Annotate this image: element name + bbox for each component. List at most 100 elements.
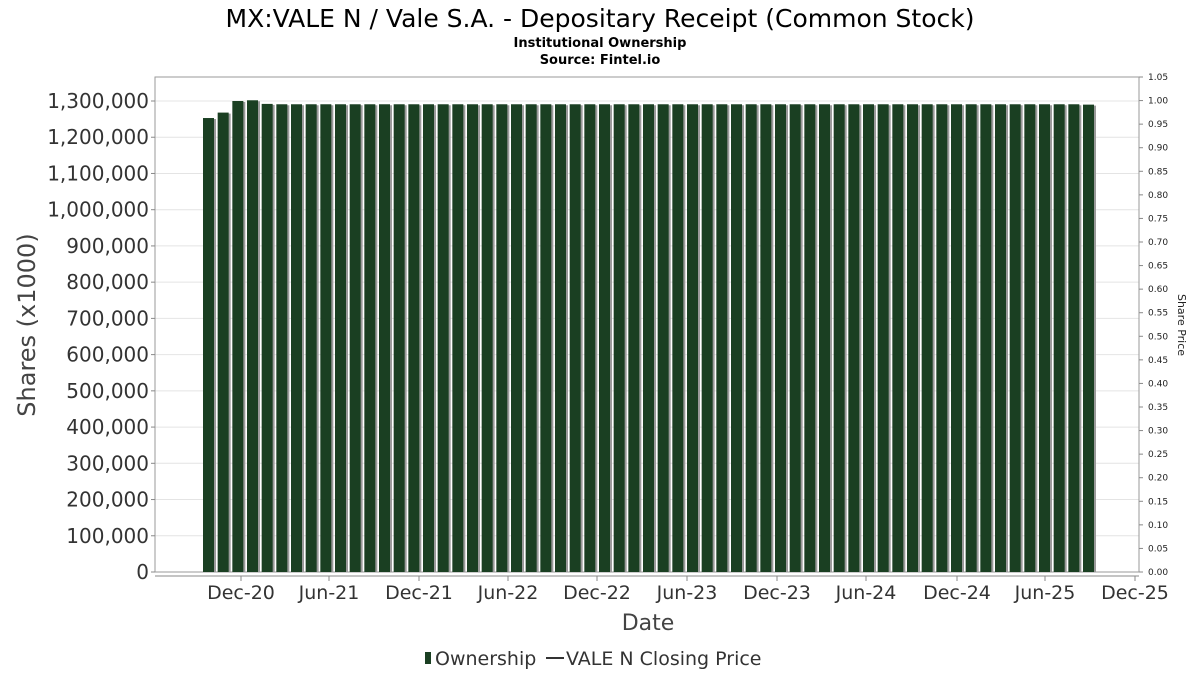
bar-ownership: [921, 104, 933, 572]
bar-ownership: [731, 104, 742, 572]
bar-ownership: [481, 104, 493, 572]
x-tick-label: Jun-21: [298, 582, 360, 604]
y2-tick-label: 1.05: [1148, 73, 1168, 83]
bar-ownership: [936, 104, 948, 572]
y2-tick-label: 0.15: [1148, 497, 1168, 507]
x-tick-label: Dec-22: [563, 582, 631, 604]
y2-tick-label: 0.20: [1148, 474, 1168, 484]
bar-ownership: [628, 104, 640, 572]
bar-ownership: [1039, 104, 1050, 572]
y-tick-label: 1,200,000: [47, 125, 149, 149]
y2-axis: 0.00 0.05 0.10 0.15 0.20 0.25 0.30 0.35 0.40 0.45…: [1139, 73, 1168, 578]
bar-ownership: [643, 104, 654, 572]
bar-ownership: [261, 103, 273, 572]
y-tick-label: 600,000: [66, 343, 149, 367]
y-tick-label: 1,300,000: [47, 89, 149, 113]
bar-ownership: [877, 104, 889, 572]
bar-ownership: [540, 104, 552, 572]
bar-ownership: [525, 104, 537, 572]
bar-ownership: [203, 118, 214, 572]
bar-ownership: [320, 104, 332, 572]
bar-ownership: [232, 101, 244, 572]
y-tick-label: 100,000: [66, 524, 149, 548]
y-tick-label: 900,000: [66, 234, 149, 258]
bar-ownership: [1083, 104, 1094, 572]
y-tick-label: 1,000,000: [47, 198, 149, 222]
y2-tick-label: 0.75: [1148, 214, 1168, 224]
bar-ownership: [1009, 104, 1021, 572]
x-tick-label: Jun-25: [1014, 582, 1076, 604]
bar-ownership: [555, 104, 566, 572]
bar-ownership: [364, 104, 376, 572]
bar-ownership: [819, 104, 830, 572]
chart-subtitle: Institutional Ownership: [514, 36, 687, 51]
y2-axis-label: Share Price: [1175, 294, 1188, 356]
bar-ownership: [217, 112, 229, 573]
y2-tick-label: 0.10: [1148, 521, 1168, 531]
bar-ownership: [848, 104, 860, 572]
bar-ownership: [393, 104, 405, 572]
bar-ownership: [247, 100, 258, 572]
bar-ownership: [687, 104, 698, 572]
bar-ownership: [965, 104, 977, 572]
x-tick-label: Jun-24: [835, 582, 897, 604]
bar-ownership: [437, 104, 449, 572]
y-tick-label: 0: [136, 560, 149, 584]
bar-ownership: [701, 104, 713, 572]
bar-ownership: [1053, 104, 1065, 572]
y2-tick-label: 0.85: [1148, 167, 1168, 177]
legend-label-ownership: Ownership: [435, 648, 536, 670]
y2-tick-label: 0.25: [1148, 450, 1168, 460]
x-tick-label: Dec-20: [207, 582, 275, 604]
y-tick-label: 300,000: [66, 451, 149, 475]
bar-ownership: [569, 104, 581, 572]
y2-tick-label: 0.40: [1148, 379, 1168, 389]
legend-swatch-ownership: [425, 652, 431, 664]
bar-ownership: [892, 104, 904, 572]
y2-tick-label: 0.65: [1148, 262, 1168, 272]
y-tick-label: 400,000: [66, 415, 149, 439]
bar-ownership: [907, 104, 918, 572]
y2-tick-label: 1.00: [1148, 97, 1168, 107]
bar-ownership: [833, 104, 845, 572]
bar-ownership: [760, 104, 772, 572]
bar-ownership: [276, 104, 288, 572]
chart-title: MX:VALE N / Vale S.A. - Depositary Recei…: [226, 4, 975, 33]
bar-ownership: [672, 104, 684, 572]
y2-tick-label: 0.55: [1148, 309, 1168, 319]
y-tick-label: 500,000: [66, 379, 149, 403]
bar-ownership: [613, 104, 625, 572]
legend-label-closing-price: VALE N Closing Price: [566, 648, 762, 670]
bar-ownership: [716, 104, 728, 572]
y2-tick-label: 0.90: [1148, 144, 1168, 154]
y2-tick-label: 0.60: [1148, 285, 1168, 295]
bar-ownership: [584, 104, 596, 572]
bar-ownership: [1068, 104, 1080, 572]
y2-tick-label: 0.00: [1148, 568, 1168, 578]
bar-ownership: [335, 104, 346, 572]
bar-ownership: [496, 104, 508, 572]
bar-ownership: [1024, 104, 1036, 572]
x-tick-label: Jun-23: [656, 582, 718, 604]
bar-ownership: [995, 104, 1006, 572]
y-axis-label: Shares (x1000): [13, 233, 41, 416]
y2-tick-label: 0.05: [1148, 544, 1168, 554]
y2-tick-label: 0.50: [1148, 332, 1168, 342]
bar-ownership: [408, 104, 420, 572]
bar-ownership: [657, 104, 669, 572]
y-axis: 0 100,000 200,000 300,000 400,000 500,000 600,…: [47, 89, 155, 584]
legend: Ownership VALE N Closing Price: [425, 648, 762, 670]
x-axis-label: Date: [622, 611, 675, 636]
bar-ownership: [775, 104, 786, 572]
x-tick-label: Dec-24: [923, 582, 991, 604]
bar-ownership: [379, 104, 390, 572]
bar-ownership: [599, 104, 610, 572]
bar-ownership: [349, 104, 361, 572]
x-tick-label: Dec-23: [743, 582, 811, 604]
y-tick-label: 700,000: [66, 306, 149, 330]
bar-ownership: [804, 104, 816, 572]
y2-tick-label: 0.95: [1148, 120, 1168, 130]
bar-ownership: [452, 104, 464, 572]
bar-ownership: [980, 104, 992, 572]
